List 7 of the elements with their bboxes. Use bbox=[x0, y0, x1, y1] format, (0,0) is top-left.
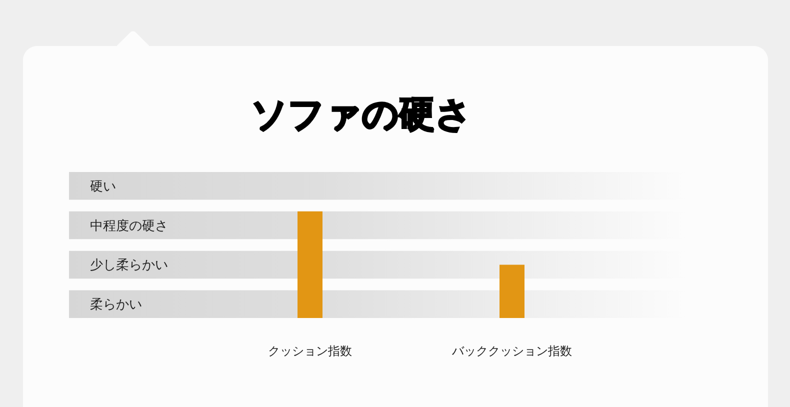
x-tick-label: バッククッション指数 bbox=[451, 344, 572, 358]
band-label: 少し柔らかい bbox=[90, 258, 168, 274]
band-label: 中程度の硬さ bbox=[90, 218, 168, 234]
band-label: 柔らかい bbox=[90, 298, 142, 313]
chart-title: ソファの硬さ bbox=[251, 94, 472, 136]
x-tick-label: クッション指数 bbox=[268, 344, 352, 358]
band-label: 硬い bbox=[90, 179, 116, 194]
